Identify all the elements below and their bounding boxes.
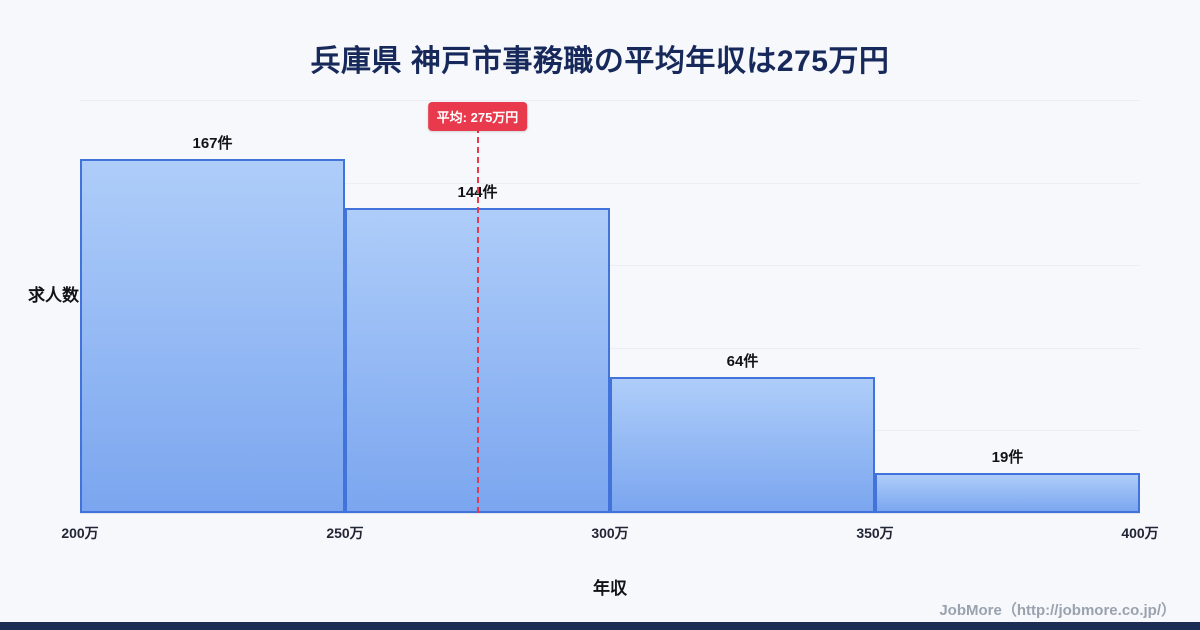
x-axis-label: 年収 [593,579,627,598]
bar-value-label: 19件 [991,448,1024,466]
bar-value-label: 167件 [192,135,233,153]
gridline [80,513,1140,514]
gridline [80,100,1140,101]
gridline [80,182,1140,184]
gridline [80,347,1140,349]
mean-badge-label: 平均: 275万円 [436,110,519,125]
histogram-bar [875,472,1140,513]
mean-line [476,127,479,513]
x-tick-label: 250万 [326,525,364,541]
x-tick-label: 400万 [1121,525,1159,541]
y-axis-label: 求人数 [28,286,79,305]
bar-value-label: 64件 [726,353,759,371]
chart-title: 兵庫県 神戸市事務職の平均年収は275万円 [310,45,890,78]
plot-area: 167件 144件 64件 19件 平均: 275万円 [80,100,1140,514]
mean-badge: 平均: 275万円 [427,102,528,131]
gridline [80,265,1140,267]
bottom-strip [0,622,1200,630]
x-axis-ticks: 200万 250万 300万 350万 400万 [61,523,1158,545]
x-tick-label: 350万 [856,525,894,541]
histogram-bar [610,377,875,513]
x-tick-label: 300万 [591,525,629,541]
x-tick-label: 200万 [61,525,99,541]
bars: 167件 144件 64件 19件 [80,100,1140,513]
footer-credit: JobMore（http://jobmore.co.jp/） [939,602,1176,619]
histogram-bar [80,159,345,513]
